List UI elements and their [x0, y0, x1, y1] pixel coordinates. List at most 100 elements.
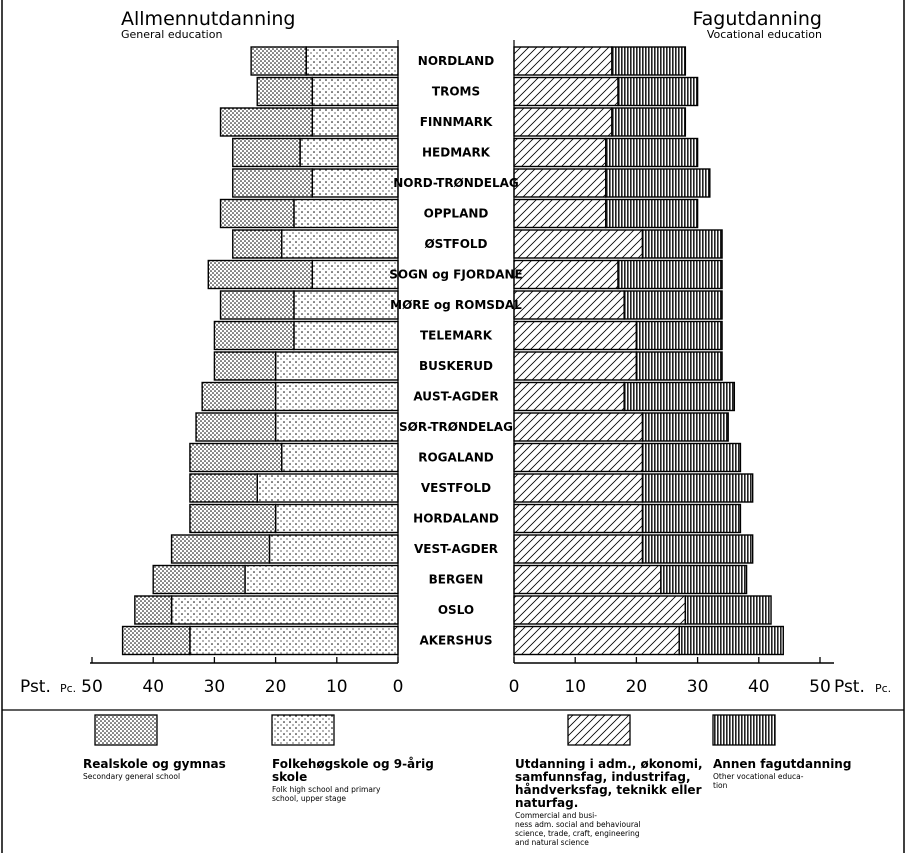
bar-realskole-finnmark [219, 107, 314, 137]
left-tick-label: 0 [393, 677, 404, 697]
legend-label: Folkehøgskole og 9-årig [272, 757, 434, 771]
region-label-finnmark: FINNMARK [420, 115, 493, 129]
right-subtitle: Vocational education [707, 28, 822, 41]
left-axis-unit-pst: Pst. [20, 677, 51, 697]
bar-realskole-oslo [134, 595, 173, 625]
bar-annen-fag-troms [617, 76, 699, 107]
bar-utdanning-adm-hordaland [513, 503, 644, 534]
right-axis-unit-pst: Pst. [834, 677, 865, 697]
region-label-oppland: OPPLAND [424, 207, 489, 221]
region-label-akershus: AKERSHUS [419, 634, 492, 648]
bar-realskole-troms [256, 76, 314, 107]
bar-realskole-rogaland [189, 442, 283, 473]
bar-utdanning-adm-sor-trondelag [513, 412, 644, 442]
bar-utdanning-adm-oslo [513, 595, 687, 625]
right-tick-label: 10 [564, 677, 586, 697]
bar-utdanning-adm-aust-agder [513, 381, 625, 412]
bar-utdanning-adm-vestfold [513, 473, 644, 503]
legend-label: Utdanning i adm., økonomi, [515, 757, 703, 771]
bar-annen-fag-vestfold [641, 473, 754, 503]
region-label-sor-trondelag: SØR-TRØNDELAG [399, 420, 513, 434]
legend-label: naturfag. [515, 796, 578, 810]
bar-utdanning-adm-more-og-romsdal [513, 290, 625, 320]
bar-realskole-nord-trondelag [232, 168, 314, 198]
bar-realskole-vestfold [189, 473, 258, 503]
bar-folkehogskole-troms [311, 76, 399, 107]
legend-label: håndverksfag, teknikk eller [515, 783, 702, 797]
right-axis-unit-pc: Pc. [875, 682, 891, 695]
bar-annen-fag-hordaland [641, 503, 742, 534]
bar-annen-fag-oppland [605, 198, 699, 229]
bar-realskole-oppland [219, 198, 295, 229]
bar-annen-fag-more-og-romsdal [623, 290, 723, 320]
region-label-telemark: TELEMARK [420, 329, 493, 343]
left-tick-label: 40 [142, 677, 164, 697]
region-label-hedmark: HEDMARK [422, 146, 491, 160]
bar-utdanning-adm-akershus [513, 625, 680, 656]
bar-realskole-nordland [250, 46, 307, 76]
bar-utdanning-adm-finnmark [513, 107, 613, 137]
bar-folkehogskole-vestfold [256, 473, 399, 503]
bar-utdanning-adm-vest-agder [513, 534, 644, 564]
bar-annen-fag-oslo [684, 595, 772, 625]
bar-utdanning-adm-telemark [513, 320, 638, 351]
legend-swatch-hatch [567, 714, 631, 746]
legend-swatch-dots-sparse [271, 714, 335, 746]
bar-realskole-telemark [213, 320, 295, 351]
bar-utdanning-adm-nordland [513, 46, 613, 76]
bar-annen-fag-akershus [678, 625, 784, 656]
bar-folkehogskole-nordland [305, 46, 399, 76]
bar-realskole-more-og-romsdal [219, 290, 295, 320]
bar-annen-fag-telemark [635, 320, 723, 351]
legend-label: Realskole og gymnas [83, 757, 226, 771]
bar-folkehogskole-akershus [189, 625, 399, 656]
right-tick-label: 30 [687, 677, 709, 697]
bar-annen-fag-bergen [660, 564, 748, 595]
left-title: Allmennutdanning [121, 8, 296, 30]
legend-sublabel: science, trade, craft, engineering [515, 829, 640, 838]
bar-realskole-hedmark [232, 137, 301, 168]
region-label-bergen: BERGEN [429, 573, 484, 587]
bar-folkehogskole-vest-agder [268, 534, 399, 564]
region-label-vestfold: VESTFOLD [421, 481, 491, 495]
legend-sublabel: tion [713, 781, 728, 790]
bar-annen-fag-nord-trondelag [605, 168, 711, 198]
bar-annen-fag-hedmark [605, 137, 699, 168]
left-tick-label: 20 [265, 677, 287, 697]
legend-sublabel: and natural science [515, 838, 589, 847]
legend-sublabel: school, upper stage [272, 794, 346, 803]
bar-utdanning-adm-rogaland [513, 442, 644, 473]
legend-sublabel: Other vocational educa- [713, 772, 804, 781]
bar-annen-fag-nordland [611, 46, 687, 76]
left-axis-ticks: 50 40 30 20 10 0 [81, 657, 403, 697]
region-label-aust-agder: AUST-AGDER [413, 390, 498, 404]
bar-folkehogskole-ostfold [281, 229, 399, 259]
left-tick-label: 50 [81, 677, 103, 697]
right-title: Fagutdanning [692, 8, 822, 30]
right-tick-label: 0 [509, 677, 520, 697]
bar-folkehogskole-sogn-og-fjordane [311, 259, 399, 290]
bar-utdanning-adm-ostfold [513, 229, 644, 259]
legend-label: skole [272, 770, 307, 784]
legend-sublabel: Commercial and busi- [515, 811, 597, 820]
region-label-nord-trondelag: NORD-TRØNDELAG [393, 176, 519, 190]
region-label-oslo: OSLO [438, 603, 474, 617]
bar-realskole-vest-agder [170, 534, 271, 564]
bar-folkehogskole-bergen [244, 564, 399, 595]
region-label-troms: TROMS [432, 85, 480, 99]
bar-folkehogskole-more-og-romsdal [293, 290, 399, 320]
region-label-buskerud: BUSKERUD [419, 359, 493, 373]
legend-sublabel: Secondary general school [83, 772, 180, 781]
right-tick-label: 20 [626, 677, 648, 697]
left-tick-label: 10 [326, 677, 348, 697]
bar-folkehogskole-rogaland [281, 442, 399, 473]
bar-folkehogskole-oppland [293, 198, 399, 229]
bar-annen-fag-sogn-og-fjordane [617, 259, 723, 290]
region-label-nordland: NORDLAND [418, 54, 494, 68]
legend-label: Annen fagutdanning [713, 757, 851, 771]
bar-realskole-aust-agder [201, 381, 277, 412]
region-label-hordaland: HORDALAND [413, 512, 499, 526]
region-label-more-og-romsdal: MØRE og ROMSDAL [390, 298, 522, 312]
